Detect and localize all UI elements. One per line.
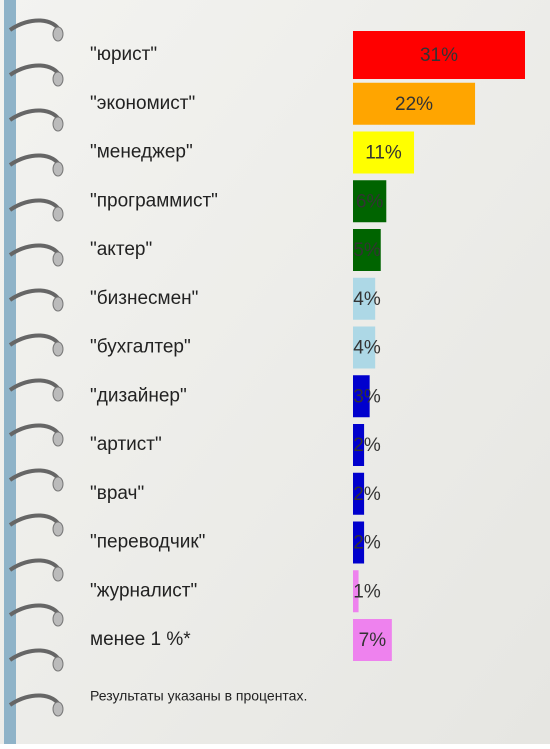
value-label: 6%	[356, 191, 384, 212]
category-label: "переводчик"	[90, 532, 205, 553]
ring-hole	[53, 207, 63, 221]
value-label: 22%	[395, 94, 433, 115]
binding-strip	[4, 0, 16, 744]
value-label: 11%	[365, 143, 402, 164]
value-label: 3%	[353, 386, 381, 407]
ring-hole	[53, 117, 63, 131]
ring-hole	[53, 477, 63, 491]
ring-hole	[53, 342, 63, 356]
ring-hole	[53, 387, 63, 401]
value-label: 1%	[353, 581, 381, 602]
category-label: "программист"	[90, 190, 218, 211]
category-label: менее 1 %*	[90, 629, 191, 650]
category-label: "бухгалтер"	[90, 337, 191, 358]
ring-hole	[53, 27, 63, 41]
value-label: 2%	[353, 484, 381, 505]
value-label: 4%	[353, 289, 381, 310]
chart: Результаты указаны в процентах. "юрист" 3…	[0, 0, 550, 744]
value-label: 5%	[353, 240, 381, 261]
ring-hole	[53, 252, 63, 266]
ring-hole	[53, 657, 63, 671]
ring-hole	[53, 162, 63, 176]
ring-hole	[53, 297, 63, 311]
page: {"chart_data": {"type": "bar", "orientat…	[0, 0, 550, 744]
ring-hole	[53, 72, 63, 86]
ring-hole	[53, 567, 63, 581]
category-label: "дизайнер"	[90, 385, 187, 406]
category-label: "менеджер"	[90, 142, 193, 163]
value-label: 4%	[353, 338, 381, 359]
value-label: 31%	[420, 45, 458, 66]
ring-hole	[53, 522, 63, 536]
category-label: "бизнесмен"	[90, 288, 198, 309]
ring-hole	[53, 432, 63, 446]
ring-hole	[53, 702, 63, 716]
category-label: "журналист"	[90, 580, 197, 601]
category-label: "актер"	[90, 239, 152, 260]
value-label: 7%	[359, 630, 387, 651]
category-label: "юрист"	[90, 44, 157, 65]
ring-hole	[53, 612, 63, 626]
category-label: "врач"	[90, 483, 144, 504]
category-label: "экономист"	[90, 93, 195, 114]
category-label: "артист"	[90, 434, 162, 455]
footnote: Результаты указаны в процентах.	[90, 688, 307, 704]
value-label: 2%	[353, 533, 381, 554]
value-label: 2%	[353, 435, 381, 456]
